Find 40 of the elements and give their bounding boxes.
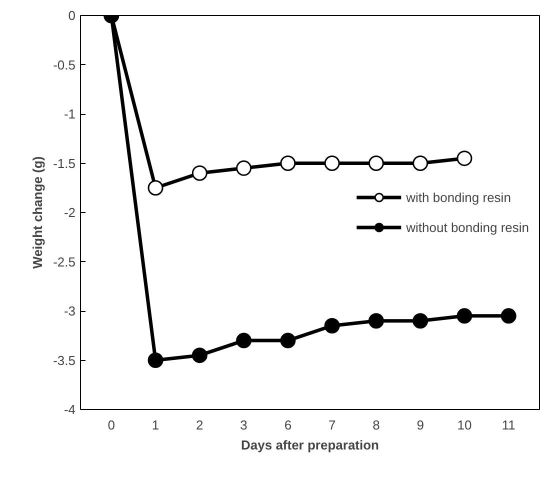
legend-label: with bonding resin [406, 190, 511, 204]
x-tick-label: 8 [372, 418, 380, 432]
point [368, 313, 384, 329]
legend-label: without bonding resin [406, 220, 529, 234]
y-tick-label: 0 [68, 8, 76, 23]
point [192, 348, 208, 364]
x-tick-label: 1 [152, 418, 160, 432]
point [280, 156, 296, 171]
point [148, 352, 164, 368]
y-tick-label: -3.5 [53, 352, 76, 368]
x-tick-label: 3 [240, 418, 248, 432]
x-tick-label: 9 [416, 418, 424, 432]
point [412, 313, 428, 329]
x-tick-label: 7 [328, 418, 336, 432]
y-tick-label: -4 [64, 402, 76, 417]
point [324, 156, 340, 171]
y-tick-label: -1 [64, 106, 76, 122]
point [236, 332, 252, 348]
point [280, 332, 296, 348]
point [456, 308, 472, 324]
y-tick-label: -1.5 [53, 156, 76, 171]
point [368, 156, 384, 171]
y-tick-label: -0.5 [53, 57, 76, 72]
point [324, 318, 340, 334]
point [236, 160, 252, 176]
point [456, 150, 472, 166]
point [412, 156, 428, 171]
y-axis-title: Weight change (g) [30, 156, 46, 269]
point [192, 165, 208, 181]
point [148, 180, 164, 196]
point [500, 308, 516, 324]
y-tick-label: -2.5 [53, 254, 76, 270]
y-tick-label: -2 [64, 205, 76, 220]
x-tick-label: 2 [196, 418, 204, 432]
x-tick-label: 6 [284, 418, 292, 432]
y-tick-label: -3 [64, 304, 76, 318]
x-tick-label: 10 [457, 418, 472, 432]
x-axis-title: Days after preparation [241, 438, 380, 452]
x-tick-label: 11 [502, 418, 516, 432]
x-tick-label: 0 [108, 418, 116, 432]
